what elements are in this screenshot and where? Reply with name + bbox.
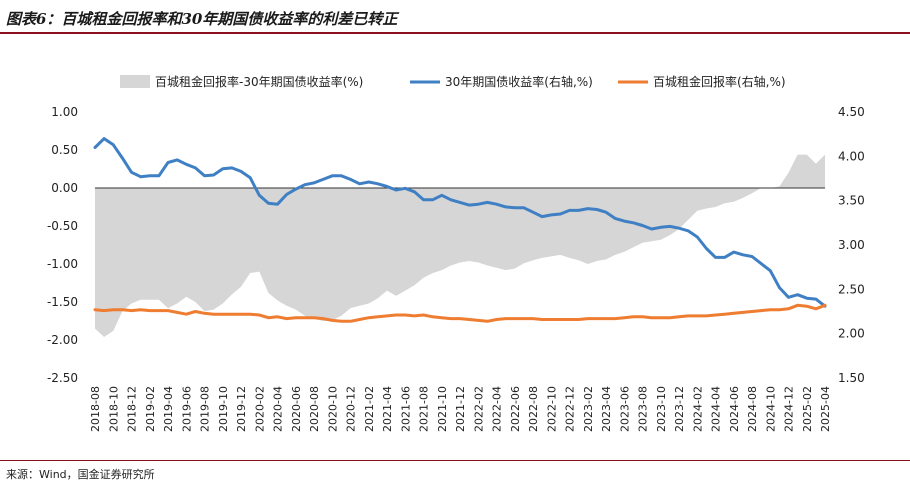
legend-label-rent: 百城租金回报率(右轴,%) (653, 74, 786, 89)
x-tick-label: 2019-04 (162, 386, 175, 432)
spread-area (95, 154, 825, 337)
x-tick-label: 2023-06 (618, 386, 631, 432)
x-tick-label: 2018-10 (107, 386, 120, 432)
x-tick-label: 2023-02 (582, 386, 595, 432)
legend-swatch-spread (120, 75, 150, 88)
x-tick-label: 2020-08 (308, 386, 321, 432)
x-tick-label: 2022-02 (472, 386, 485, 432)
x-tick-label: 2025-04 (819, 386, 832, 432)
x-tick-label: 2020-12 (345, 386, 358, 432)
x-tick-label: 2020-10 (326, 386, 339, 432)
title-rule (0, 32, 910, 34)
x-tick-label: 2021-04 (381, 386, 394, 432)
y-right-tick-label: 4.50 (838, 105, 865, 119)
y-right-tick-label: 2.00 (838, 327, 865, 341)
x-tick-label: 2024-02 (691, 386, 704, 432)
x-tick-label: 2021-02 (363, 386, 376, 432)
y-left-tick-label: 0.00 (51, 181, 78, 195)
bond-yield-line (93, 137, 827, 308)
x-tick-label: 2022-04 (491, 386, 504, 432)
y-left-tick-label: -0.50 (47, 219, 78, 233)
y-right-tick-label: 4.00 (838, 149, 865, 163)
line-layer (93, 137, 827, 323)
x-tick-label: 2019-06 (180, 386, 193, 432)
x-tick-label: 2022-08 (527, 386, 540, 432)
y-left-tick-label: -2.00 (47, 333, 78, 347)
rent-yield-line (93, 303, 827, 323)
y-right-tick-label: 3.00 (838, 238, 865, 252)
x-tick-label: 2019-12 (235, 386, 248, 432)
x-tick-label: 2020-02 (253, 386, 266, 432)
x-tick-label: 2021-06 (399, 386, 412, 432)
source-note: 来源：Wind，国金证券研究所 (6, 468, 155, 481)
legend-label-bond: 30年期国债收益率(右轴,%) (445, 74, 593, 89)
y-left-tick-label: -1.00 (47, 257, 78, 271)
x-tick-label: 2024-04 (710, 386, 723, 432)
y-left-tick-label: -1.50 (47, 295, 78, 309)
axis-layer: 1.00 0.50 0.00 -0.50 -1.00 -1.50 -2.00 -2.50 4.5… (47, 105, 865, 432)
legend: 百城租金回报率-30年期国债收益率(%) 30年期国债收益率(右轴,%) 百城租金回… (120, 74, 786, 89)
y-right-tick-label: 3.50 (838, 194, 865, 208)
x-tick-label: 2024-06 (728, 386, 741, 432)
x-tick-label: 2019-08 (199, 386, 212, 432)
chart-title: 图表6：百城租金回报率和30年期国债收益率的利差已转正 (6, 10, 398, 28)
x-tick-label: 2024-08 (746, 386, 759, 432)
x-tick-label: 2022-10 (545, 386, 558, 432)
x-tick-label: 2019-02 (144, 386, 157, 432)
x-tick-label: 2025-02 (801, 386, 814, 432)
x-tick-label: 2024-12 (783, 386, 796, 432)
x-tick-label: 2024-10 (764, 386, 777, 432)
spread-area-layer (95, 154, 825, 337)
x-tick-label: 2018-12 (126, 386, 139, 432)
x-tick-label: 2021-10 (436, 386, 449, 432)
x-tick-label: 2022-06 (509, 386, 522, 432)
source-rule (0, 460, 910, 461)
x-tick-label: 2023-04 (600, 386, 613, 432)
legend-label-spread: 百城租金回报率-30年期国债收益率(%) (155, 74, 363, 89)
x-tick-label: 2019-10 (217, 386, 230, 432)
x-tick-label: 2021-08 (418, 386, 431, 432)
y-left-tick-label: 0.50 (51, 143, 78, 157)
x-tick-label: 2023-12 (673, 386, 686, 432)
x-tick-label: 2023-10 (655, 386, 668, 432)
x-tick-label: 2020-04 (272, 386, 285, 432)
y-right-tick-label: 1.50 (838, 371, 865, 385)
x-tick-label: 2020-06 (290, 386, 303, 432)
y-left-tick-label: -2.50 (47, 371, 78, 385)
chart: 1.00 0.50 0.00 -0.50 -1.00 -1.50 -2.00 -2.50 4.5… (47, 74, 865, 432)
x-tick-label: 2018-08 (89, 386, 102, 432)
x-tick-label: 2021-12 (454, 386, 467, 432)
x-tick-label: 2023-08 (637, 386, 650, 432)
y-right-tick-label: 2.50 (838, 282, 865, 296)
y-left-tick-label: 1.00 (51, 105, 78, 119)
x-tick-label: 2022-12 (564, 386, 577, 432)
